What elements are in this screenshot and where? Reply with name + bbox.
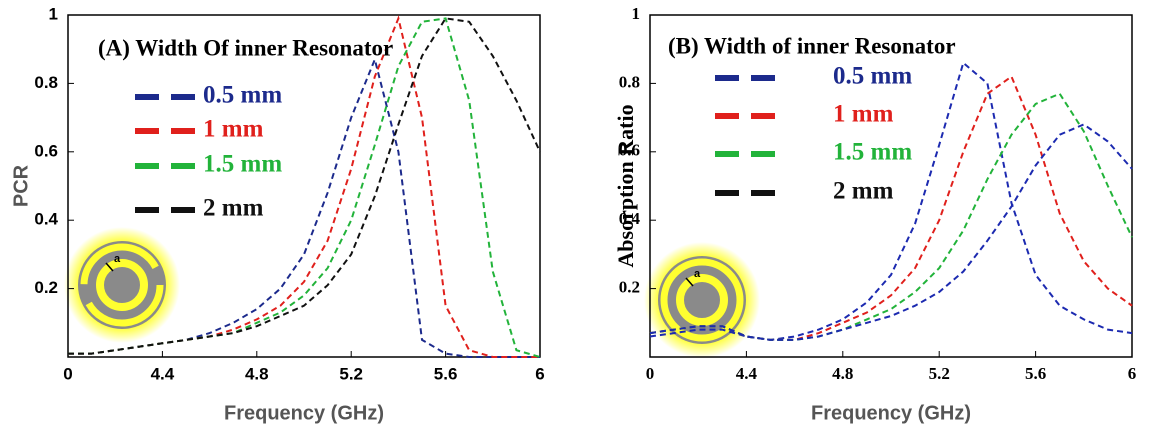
legend-label: 1 mm bbox=[833, 101, 894, 128]
x-tick-label: 5.6 bbox=[434, 364, 458, 383]
plot-frame bbox=[67, 14, 541, 358]
y-tick-label: 0.4 bbox=[619, 209, 641, 228]
y-tick-label: 0.6 bbox=[619, 141, 640, 160]
inset-outer-ring bbox=[660, 258, 744, 342]
inset-inner-ring bbox=[676, 274, 728, 326]
x-tick-label: 5.6 bbox=[1025, 364, 1046, 383]
y-tick-label: 1 bbox=[632, 4, 641, 23]
x-tick-label: 6 bbox=[1128, 364, 1137, 383]
legend-label: 1 mm bbox=[203, 116, 264, 143]
chart-title: (A) Width Of inner Resonator bbox=[98, 35, 393, 60]
inset-label: a bbox=[694, 268, 701, 280]
inset-dimension bbox=[105, 262, 114, 272]
legend-label: 1.5 mm bbox=[203, 151, 282, 178]
legend-label: 1.5 mm bbox=[833, 139, 912, 166]
y-tick-label: 0.2 bbox=[619, 278, 640, 297]
x-tick-label: 4.4 bbox=[151, 364, 175, 383]
x-axis-label: Frequency (GHz) bbox=[224, 402, 384, 424]
y-tick-label: 0.6 bbox=[34, 141, 58, 160]
inset-outer-ring bbox=[80, 243, 164, 327]
y-tick-label: 0.8 bbox=[34, 73, 58, 92]
series-line bbox=[68, 17, 541, 355]
legend-label: 2 mm bbox=[833, 178, 894, 205]
legend-label: 0.5 mm bbox=[833, 63, 912, 90]
x-axis-label: Frequency (GHz) bbox=[811, 402, 971, 424]
x-tick-label: 4.8 bbox=[832, 364, 853, 383]
legend-label: 2 mm bbox=[203, 195, 264, 222]
series-line bbox=[68, 56, 540, 358]
y-tick-label: 1 bbox=[49, 4, 58, 23]
y-tick-label: 0.2 bbox=[34, 278, 58, 297]
series-line bbox=[649, 123, 1133, 341]
series-line bbox=[68, 15, 540, 358]
y-tick-label: 0.8 bbox=[619, 72, 640, 91]
inset-disc bbox=[658, 256, 746, 344]
x-tick-label: 0 bbox=[646, 364, 655, 383]
x-tick-label: 6 bbox=[535, 364, 544, 383]
legend-label: 0.5 mm bbox=[203, 82, 282, 109]
inset-disc bbox=[78, 241, 166, 329]
plot-frame bbox=[649, 14, 1133, 358]
y-axis-label: PCR bbox=[10, 164, 32, 207]
series-line bbox=[649, 61, 1133, 341]
x-tick-label: 5.2 bbox=[929, 364, 950, 383]
x-tick-label: 5.2 bbox=[339, 364, 363, 383]
x-tick-label: 4.4 bbox=[736, 364, 758, 383]
y-tick-label: 0.4 bbox=[34, 210, 58, 229]
y-axis-label: Absorption Ratio bbox=[613, 104, 638, 267]
inset-dimension bbox=[685, 277, 694, 287]
inset-label: a bbox=[114, 253, 121, 265]
x-tick-label: 0 bbox=[63, 364, 72, 383]
chart-title: (B) Width of inner Resonator bbox=[668, 33, 956, 58]
inset-inner-ring bbox=[96, 259, 148, 311]
x-tick-label: 4.8 bbox=[245, 364, 269, 383]
